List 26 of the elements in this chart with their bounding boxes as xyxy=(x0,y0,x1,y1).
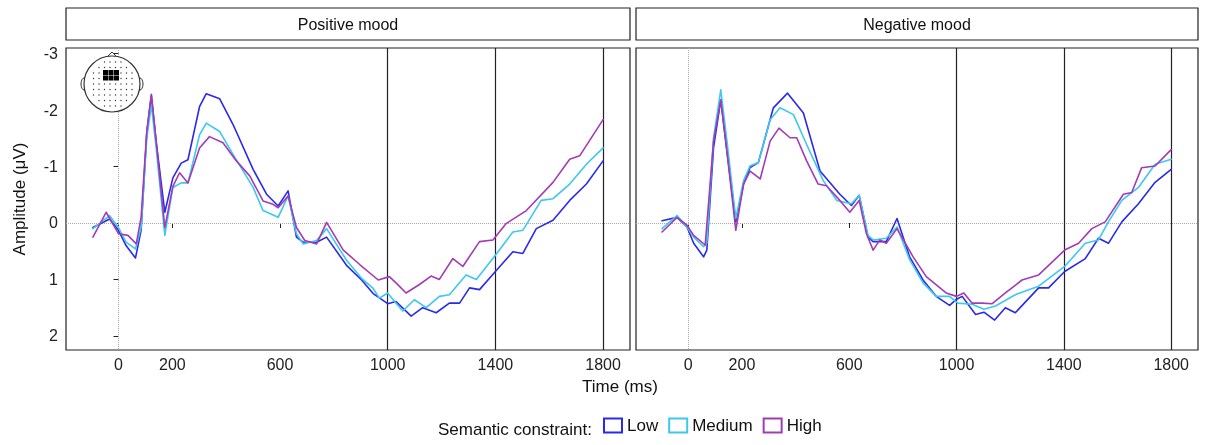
x-tick-label: 1000 xyxy=(938,355,975,373)
legend-label: Medium xyxy=(692,416,753,435)
y-axis-title: Amplitude (μV) xyxy=(10,142,29,256)
chart-title: Positive mood xyxy=(297,15,399,33)
x-tick-label: 1400 xyxy=(1046,355,1082,373)
x-tick-label: 1000 xyxy=(369,355,406,373)
x-tick-label: 1800 xyxy=(1153,355,1190,373)
x-tick-label: 200 xyxy=(158,355,186,373)
x-tick-label: 1400 xyxy=(477,355,514,373)
y-tick-label: 0 xyxy=(49,214,59,232)
y-tick-label: -2 xyxy=(43,101,59,119)
y-tick-label: -3 xyxy=(43,45,59,63)
y-tick-label: 2 xyxy=(49,327,59,345)
legend-title: Semantic constraint: xyxy=(437,419,592,439)
legend-label: Low xyxy=(627,416,659,435)
x-tick-label: 600 xyxy=(835,355,863,373)
legend-label: High xyxy=(786,416,822,435)
x-tick-label: 0 xyxy=(683,355,693,373)
x-tick-label: 1800 xyxy=(585,355,621,373)
x-tick-label: 200 xyxy=(728,355,756,373)
y-tick-label: 1 xyxy=(49,270,59,288)
chart-title: Negative mood xyxy=(863,15,971,33)
x-axis-title: Time (ms) xyxy=(582,376,658,396)
x-tick-label: 0 xyxy=(114,355,124,373)
y-tick-label: -1 xyxy=(43,158,59,176)
x-tick-label: 600 xyxy=(266,355,294,373)
